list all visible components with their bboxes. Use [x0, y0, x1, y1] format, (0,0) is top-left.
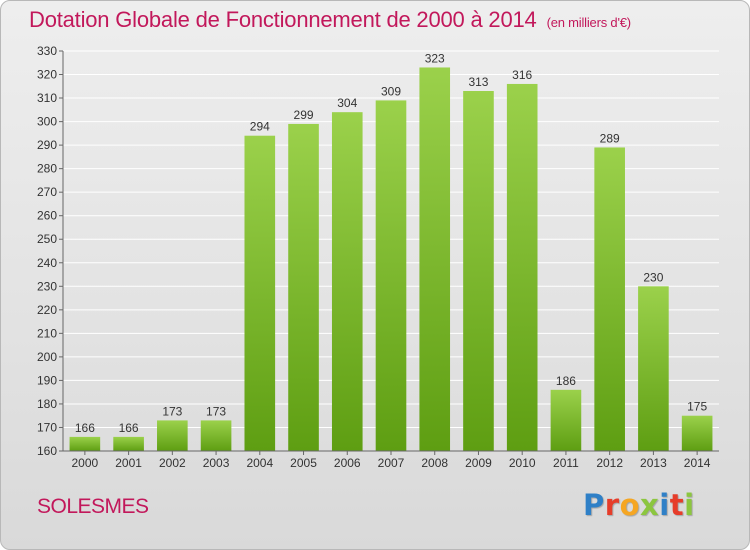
y-tick-label: 170 [37, 420, 57, 434]
proxiti-logo[interactable]: Proxiti [583, 488, 695, 522]
bar-2010 [506, 83, 538, 452]
chart-title-text: Dotation Globale de Fonctionnement de 20… [29, 7, 537, 32]
logo-letter: i [684, 488, 695, 522]
data-label-2004: 294 [250, 120, 270, 134]
bar-2006 [331, 112, 363, 452]
x-axis-ticks: 2000 2001 2002 2003 2004 2005 2006 2007 2008 2009… [72, 451, 711, 470]
y-tick-label: 290 [37, 138, 57, 152]
x-tick-label: 2008 [421, 456, 448, 470]
y-tick-label: 180 [37, 397, 57, 411]
bar-2014 [681, 415, 713, 451]
x-tick-label: 2003 [203, 456, 230, 470]
x-tick-label: 2012 [596, 456, 623, 470]
x-tick-label: 2000 [72, 456, 99, 470]
y-tick-label: 210 [37, 326, 57, 340]
logo-letter: t [669, 488, 685, 522]
x-tick-label: 2002 [159, 456, 186, 470]
bar-2002 [157, 420, 188, 451]
y-tick-label: 200 [37, 350, 57, 364]
bar-2012 [594, 147, 625, 451]
y-tick-label: 250 [37, 232, 57, 246]
y-tick-label: 300 [37, 115, 57, 129]
x-tick-label: 2001 [115, 456, 142, 470]
bar-2011 [550, 389, 582, 451]
bar-2000 [69, 436, 101, 451]
y-tick-label: 310 [37, 91, 57, 105]
x-tick-label: 2004 [246, 456, 273, 470]
y-tick-label: 190 [37, 373, 57, 387]
y-tick-label: 220 [37, 303, 57, 317]
commune-name: SOLESMES [37, 495, 149, 518]
data-label-2007: 309 [381, 84, 401, 98]
data-label-2012: 289 [600, 131, 620, 145]
y-tick-label: 280 [37, 162, 57, 176]
y-tick-label: 240 [37, 256, 57, 270]
bar-2009 [463, 91, 494, 451]
bar-2007 [375, 100, 407, 451]
y-tick-label: 160 [37, 444, 57, 458]
bar-2008 [419, 67, 451, 452]
x-tick-label: 2011 [553, 456, 579, 470]
data-label-2000: 166 [75, 421, 95, 435]
data-label-2003: 173 [206, 404, 226, 418]
bar-2001 [113, 436, 144, 451]
x-tick-label: 2013 [640, 456, 667, 470]
logo-letter: r [604, 488, 620, 522]
data-label-2008: 323 [425, 51, 445, 65]
y-tick-label: 260 [37, 209, 57, 223]
logo-letter: i [659, 488, 670, 522]
data-label-2001: 166 [119, 421, 139, 435]
data-label-2010: 316 [512, 68, 532, 82]
data-labels: 166 166 173 173 294 299 304 309 323 313 316 186 289 2… [75, 51, 708, 434]
bars [69, 67, 713, 452]
x-tick-label: 2014 [684, 456, 711, 470]
x-tick-label: 2009 [465, 456, 492, 470]
data-label-2002: 173 [162, 404, 182, 418]
bar-2005 [288, 123, 319, 452]
y-tick-label: 320 [37, 68, 57, 82]
logo-letter: x [640, 488, 660, 522]
y-tick-label: 270 [37, 185, 57, 199]
bar-2003 [200, 420, 232, 451]
data-label-2005: 299 [294, 108, 314, 122]
logo-letter: o [619, 488, 641, 522]
logo-letter: P [583, 488, 605, 522]
x-tick-label: 2006 [334, 456, 361, 470]
axes [62, 51, 719, 452]
data-label-2011: 186 [556, 374, 576, 388]
bar-2004 [244, 135, 276, 452]
data-label-2006: 304 [337, 96, 357, 110]
x-tick-label: 2007 [378, 456, 405, 470]
x-tick-label: 2010 [509, 456, 536, 470]
data-label-2013: 230 [643, 270, 663, 284]
x-tick-label: 2005 [290, 456, 317, 470]
y-axis-ticks: 160 170 180 190 200 210 220 230 240 250 260 270 280 2… [37, 44, 63, 458]
y-tick-label: 230 [37, 279, 57, 293]
chart-title: Dotation Globale de Fonctionnement de 20… [29, 7, 631, 33]
bar-2013 [638, 286, 669, 451]
data-label-2014: 175 [687, 400, 707, 414]
y-tick-label: 330 [37, 44, 57, 58]
data-label-2009: 313 [468, 75, 488, 89]
chart-unit: (en milliers d'€) [546, 15, 632, 30]
